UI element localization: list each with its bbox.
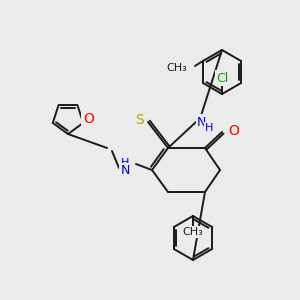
Text: N: N	[120, 164, 130, 178]
Text: N: N	[197, 116, 206, 128]
Text: CH₃: CH₃	[183, 227, 203, 237]
Text: O: O	[228, 124, 239, 138]
Text: S: S	[135, 113, 144, 127]
Text: H: H	[121, 158, 129, 168]
Text: Cl: Cl	[216, 71, 228, 85]
Text: CH₃: CH₃	[166, 63, 187, 73]
Text: H: H	[205, 123, 213, 133]
Text: O: O	[83, 112, 94, 126]
